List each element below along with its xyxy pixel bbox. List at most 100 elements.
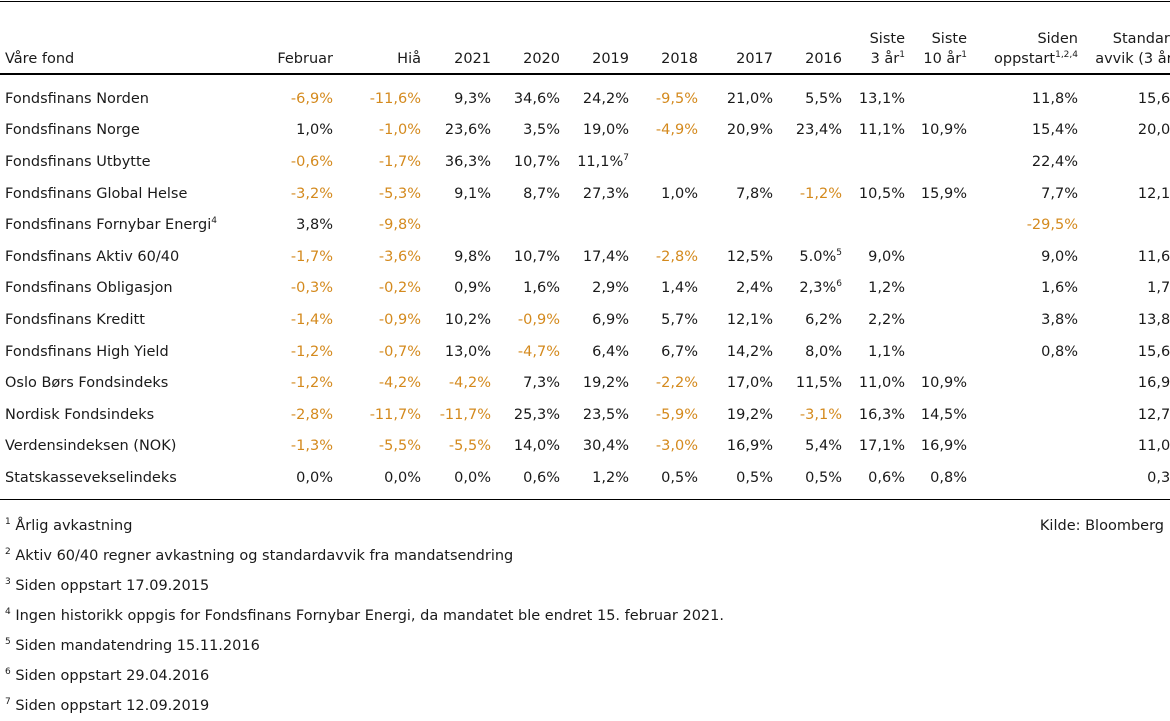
col-header-siste-3-ar: Siste 3 år1 bbox=[848, 22, 911, 75]
value-cell: -29,5% bbox=[1026, 217, 1078, 234]
value-cell: -3,0% bbox=[655, 438, 698, 455]
value-cell: 23,4% bbox=[795, 122, 842, 139]
value-cell bbox=[566, 209, 635, 241]
value-cell: 6,2% bbox=[805, 311, 842, 328]
value-cell: -2,8% bbox=[655, 248, 698, 265]
value-cell: -0,7% bbox=[378, 343, 421, 360]
value-cell: -1,0% bbox=[378, 122, 421, 139]
value-cell: -0,9% bbox=[517, 311, 560, 328]
value-cell: 3,5% bbox=[523, 122, 560, 139]
value-cell: -2,8% bbox=[290, 406, 333, 423]
value-cell bbox=[1084, 146, 1170, 178]
value-cell: -3,6% bbox=[378, 248, 421, 265]
value-cell: 1,7% bbox=[1147, 280, 1170, 297]
value-cell: 9,1% bbox=[454, 185, 491, 202]
value-cell: -4,2% bbox=[378, 375, 421, 392]
value-cell: 0,0% bbox=[454, 469, 491, 486]
value-cell: 1,2% bbox=[592, 469, 629, 486]
value-cell bbox=[779, 146, 848, 178]
value-cell: 12,1% bbox=[726, 311, 773, 328]
value-cell: -3,1% bbox=[799, 406, 842, 423]
table-row: Nordisk Fondsindeks -2,8% -11,7% -11,7% 25,3… bbox=[0, 399, 1170, 431]
value-cell: 1,4% bbox=[661, 280, 698, 297]
value-cell: 2,4% bbox=[736, 280, 773, 297]
value-cell: 14,5% bbox=[920, 406, 967, 423]
header-row: Våre fond Februar Hiå 2021 2020 2019 201… bbox=[0, 22, 1170, 75]
table-row: Fondsfinans Aktiv 60/40 -1,7% -3,6% 9,8% 10,… bbox=[0, 241, 1170, 273]
value-cell: -5,5% bbox=[378, 438, 421, 455]
footnote: 6 Siden oppstart 29.04.2016 bbox=[5, 667, 210, 684]
value-cell: -4,9% bbox=[655, 122, 698, 139]
value-cell: 6,4% bbox=[592, 343, 629, 360]
value-cell: 0,5% bbox=[805, 469, 842, 486]
table-row: Statskassevekselindeks 0,0% 0,0% 0,0% 0,6% 1,… bbox=[0, 462, 1170, 494]
fund-name-cell: Fondsfinans Global Helse bbox=[5, 185, 188, 202]
value-cell: 23,5% bbox=[582, 406, 629, 423]
col-header-siste-10-ar: Siste 10 år1 bbox=[911, 22, 973, 75]
value-cell: -5,9% bbox=[655, 406, 698, 423]
value-cell: 14,0% bbox=[513, 438, 560, 455]
fund-name-cell: Fondsfinans Obligasjon bbox=[5, 280, 173, 297]
value-cell: 9,3% bbox=[454, 90, 491, 107]
top-rule bbox=[0, 1, 1170, 2]
footnote: 3 Siden oppstart 17.09.2015 bbox=[5, 577, 210, 594]
fund-name-cell: Nordisk Fondsindeks bbox=[5, 406, 155, 423]
value-cell: -5,3% bbox=[378, 185, 421, 202]
value-cell: 8,0% bbox=[805, 343, 842, 360]
value-cell: 1,1% bbox=[868, 343, 905, 360]
col-header-2020: 2020 bbox=[497, 22, 566, 75]
value-cell: -1,2% bbox=[290, 343, 333, 360]
value-cell: 19,2% bbox=[726, 406, 773, 423]
value-cell: 10,9% bbox=[920, 122, 967, 139]
value-cell bbox=[779, 209, 848, 241]
fund-name-cell: Statskassevekselindeks bbox=[5, 469, 177, 486]
value-cell bbox=[911, 74, 973, 115]
value-cell: -1,3% bbox=[290, 438, 333, 455]
value-cell: -11,6% bbox=[369, 90, 421, 107]
table-row: Fondsfinans Fornybar Energi4 3,8% -9,8% -29… bbox=[0, 209, 1170, 241]
value-cell: -1,2% bbox=[290, 375, 333, 392]
value-cell: 0,0% bbox=[384, 469, 421, 486]
value-cell bbox=[911, 209, 973, 241]
value-cell: 0,0% bbox=[296, 469, 333, 486]
col-header-hia: Hiå bbox=[339, 22, 427, 75]
value-cell bbox=[427, 209, 497, 241]
value-cell: 10,9% bbox=[920, 375, 967, 392]
value-cell: 16,9% bbox=[1137, 375, 1170, 392]
value-cell: 10,5% bbox=[858, 185, 905, 202]
value-cell: 1,0% bbox=[296, 122, 333, 139]
fund-name-cell: Fondsfinans Norge bbox=[5, 122, 140, 139]
value-cell bbox=[911, 304, 973, 336]
fund-name-cell: Fondsfinans Fornybar Energi4 bbox=[5, 216, 217, 234]
fund-name-cell: Verdensindeksen (NOK) bbox=[5, 438, 177, 455]
value-cell: 13,8% bbox=[1137, 311, 1170, 328]
value-cell: -0,2% bbox=[378, 280, 421, 297]
table-row: Fondsfinans Global Helse -3,2% -5,3% 9,1% 8,… bbox=[0, 178, 1170, 210]
value-cell: 0,5% bbox=[661, 469, 698, 486]
value-cell bbox=[973, 367, 1084, 399]
fund-name-cell: Fondsfinans Kreditt bbox=[5, 311, 145, 328]
value-cell: 22,4% bbox=[1031, 153, 1078, 170]
value-cell bbox=[973, 399, 1084, 431]
value-cell: -9,5% bbox=[655, 90, 698, 107]
value-cell: 9,0% bbox=[868, 248, 905, 265]
value-cell: 13,0% bbox=[444, 343, 491, 360]
value-cell: 3,8% bbox=[1041, 311, 1078, 328]
value-cell: 17,0% bbox=[726, 375, 773, 392]
value-cell: -1,4% bbox=[290, 311, 333, 328]
col-header-2017: 2017 bbox=[704, 22, 779, 75]
footnote: 4 Ingen historikk oppgis for Fondsfinans… bbox=[5, 607, 724, 624]
value-cell: 17,1% bbox=[858, 438, 905, 455]
col-header-standardavvik: Standard-avvik (3 år)2 bbox=[1084, 22, 1170, 75]
value-cell: -0,9% bbox=[378, 311, 421, 328]
col-header-februar: Februar bbox=[236, 22, 339, 75]
fund-name-cell: Fondsfinans Utbytte bbox=[5, 153, 151, 170]
footnotes: 1 Årlig avkastning 2 Aktiv 60/40 regner a… bbox=[5, 511, 724, 721]
value-cell: -3,2% bbox=[290, 185, 333, 202]
value-cell: 15,6% bbox=[1137, 90, 1170, 107]
value-cell: 1,6% bbox=[523, 280, 560, 297]
value-cell bbox=[635, 209, 704, 241]
value-cell bbox=[497, 209, 566, 241]
value-cell: 11,0% bbox=[858, 375, 905, 392]
value-cell: 12,7% bbox=[1137, 406, 1170, 423]
